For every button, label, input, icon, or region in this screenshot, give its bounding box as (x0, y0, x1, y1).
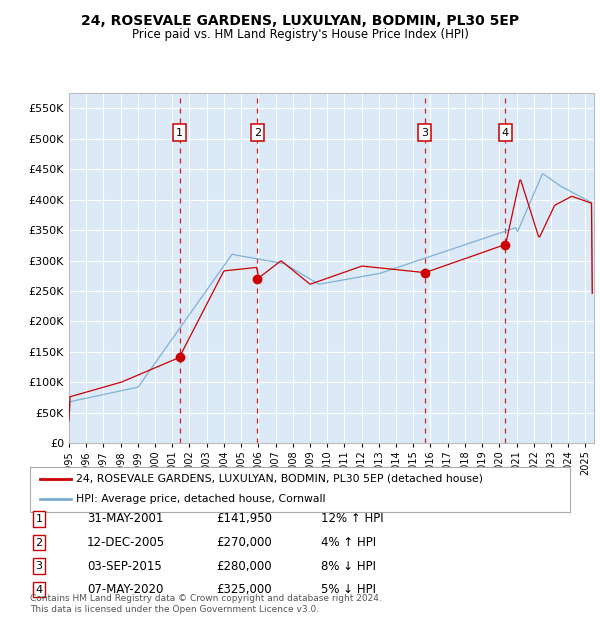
Text: 4% ↑ HPI: 4% ↑ HPI (321, 536, 376, 549)
Text: 2: 2 (254, 128, 261, 138)
Text: Contains HM Land Registry data © Crown copyright and database right 2024.
This d: Contains HM Land Registry data © Crown c… (30, 595, 382, 614)
Text: 24, ROSEVALE GARDENS, LUXULYAN, BODMIN, PL30 5EP (detached house): 24, ROSEVALE GARDENS, LUXULYAN, BODMIN, … (76, 474, 483, 484)
Text: 31-MAY-2001: 31-MAY-2001 (87, 513, 163, 525)
Text: 24, ROSEVALE GARDENS, LUXULYAN, BODMIN, PL30 5EP: 24, ROSEVALE GARDENS, LUXULYAN, BODMIN, … (81, 14, 519, 28)
Text: 03-SEP-2015: 03-SEP-2015 (87, 560, 162, 572)
Text: 07-MAY-2020: 07-MAY-2020 (87, 583, 163, 596)
Text: HPI: Average price, detached house, Cornwall: HPI: Average price, detached house, Corn… (76, 494, 325, 505)
Text: 4: 4 (35, 585, 43, 595)
Text: 5% ↓ HPI: 5% ↓ HPI (321, 583, 376, 596)
Text: £325,000: £325,000 (216, 583, 272, 596)
Text: 12-DEC-2005: 12-DEC-2005 (87, 536, 165, 549)
Text: 2: 2 (35, 538, 43, 547)
Text: 1: 1 (35, 514, 43, 524)
Text: 3: 3 (421, 128, 428, 138)
Text: £270,000: £270,000 (216, 536, 272, 549)
Text: 4: 4 (502, 128, 509, 138)
Text: Price paid vs. HM Land Registry's House Price Index (HPI): Price paid vs. HM Land Registry's House … (131, 29, 469, 41)
Text: £141,950: £141,950 (216, 513, 272, 525)
Text: 3: 3 (35, 561, 43, 571)
Text: £280,000: £280,000 (216, 560, 272, 572)
Text: 12% ↑ HPI: 12% ↑ HPI (321, 513, 383, 525)
Text: 1: 1 (176, 128, 183, 138)
Text: 8% ↓ HPI: 8% ↓ HPI (321, 560, 376, 572)
